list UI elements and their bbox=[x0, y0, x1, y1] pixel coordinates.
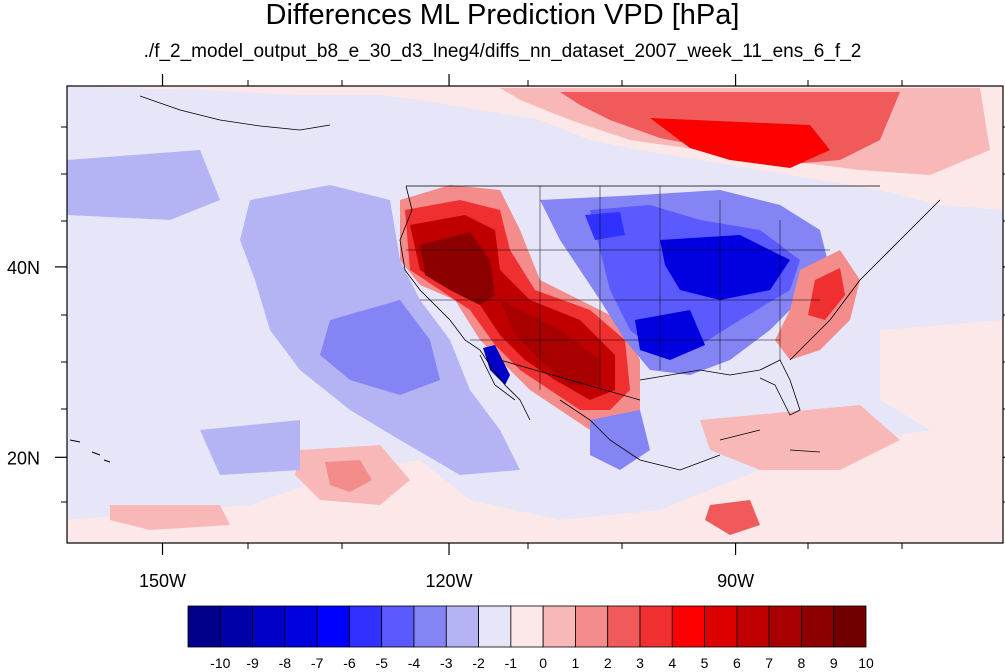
mexico-gulf-coast bbox=[559, 399, 721, 471]
latitude-labels: 40N 20N bbox=[7, 258, 40, 468]
lon-tick-label: 120W bbox=[426, 571, 473, 591]
colorbar-label: 0 bbox=[539, 655, 547, 671]
colorbar-swatch bbox=[316, 605, 350, 648]
colorbar-swatch bbox=[575, 605, 609, 648]
colorbar-swatch bbox=[833, 605, 867, 648]
colorbar-label: -2 bbox=[472, 655, 485, 671]
colorbar-swatch bbox=[704, 605, 738, 648]
map-title: Differences ML Prediction VPD [hPa] bbox=[265, 0, 740, 31]
colorbar-swatch bbox=[219, 605, 253, 648]
east-coast-red-core bbox=[808, 268, 845, 320]
colorbar-label: -1 bbox=[505, 655, 518, 671]
colorbar-swatch bbox=[413, 605, 447, 648]
colorbar-label: 3 bbox=[636, 655, 644, 671]
caribbean-islands bbox=[719, 429, 821, 453]
us-west-coast bbox=[399, 185, 531, 421]
lat-tick-label: 20N bbox=[7, 448, 40, 468]
pacific-mid-red bbox=[325, 460, 372, 492]
central-america-red bbox=[705, 500, 760, 535]
map-subtitle: ./f_2_model_output_b8_e_30_d3_lneg4/diff… bbox=[143, 41, 862, 62]
vpd-difference-field bbox=[67, 86, 1003, 543]
colorbar-label: 2 bbox=[604, 655, 612, 671]
colorbar-swatch bbox=[607, 605, 641, 648]
colorbar-swatch bbox=[478, 605, 512, 648]
colorbar-swatch bbox=[510, 605, 544, 648]
alaska-gulf-blue bbox=[67, 150, 220, 220]
state-lines-vertical bbox=[539, 186, 781, 390]
us-east-coast bbox=[789, 199, 941, 361]
colorbar-swatch bbox=[768, 605, 802, 648]
baja-coast bbox=[479, 354, 516, 401]
south-pale-red bbox=[67, 420, 1003, 543]
colorbar-swatch bbox=[381, 605, 415, 648]
alaska-coast bbox=[139, 95, 331, 131]
caribbean-light-red bbox=[700, 405, 900, 470]
colorbar-label: -10 bbox=[210, 655, 230, 671]
colorbar-label: -4 bbox=[408, 655, 421, 671]
hawaii-islands bbox=[69, 439, 111, 463]
coastlines-and-borders bbox=[69, 95, 941, 471]
colorbar-label: -8 bbox=[279, 655, 292, 671]
colorbar-label: 5 bbox=[701, 655, 709, 671]
southwest-pink bbox=[110, 505, 230, 530]
colorbar-label: 1 bbox=[572, 655, 580, 671]
colorbar-label: -9 bbox=[246, 655, 259, 671]
state-lines-horizontal bbox=[406, 249, 830, 341]
us-mexico-border bbox=[499, 359, 641, 401]
colorbar-swatch bbox=[349, 605, 383, 648]
baja-blue-streak bbox=[483, 345, 510, 385]
colorbar-label: 8 bbox=[798, 655, 806, 671]
colorbar-label: -3 bbox=[440, 655, 453, 671]
lat-tick-label: 40N bbox=[7, 258, 40, 278]
colorbar-label: -7 bbox=[311, 655, 324, 671]
colorbar-labels: -10 -9 -8 -7 -6 -5 -4 -3 -2 -1 0 1 2 3 4 5 6 7 8 9 10 bbox=[210, 655, 874, 671]
dakota-blue bbox=[585, 212, 625, 240]
colorbar-label: -6 bbox=[343, 655, 356, 671]
longitude-labels: 150W 120W 90W bbox=[139, 571, 754, 591]
midwest-strong-blue bbox=[660, 235, 790, 300]
colorbar-label: 10 bbox=[858, 655, 874, 671]
colorbar-swatch bbox=[736, 605, 770, 648]
minor-ticks bbox=[61, 80, 1005, 549]
southwest-us-max-red bbox=[500, 300, 600, 385]
mexico-blue bbox=[590, 410, 650, 470]
lon-tick-label: 150W bbox=[139, 571, 186, 591]
major-ticks bbox=[55, 74, 1005, 555]
colorbar-label: 9 bbox=[830, 655, 838, 671]
colorbar bbox=[187, 605, 867, 648]
pacific-blue-core bbox=[320, 300, 440, 395]
colorbar-swatch bbox=[639, 605, 673, 648]
colorbar-label: -5 bbox=[375, 655, 388, 671]
south-central-strong-blue bbox=[635, 310, 705, 360]
colorbar-swatch bbox=[445, 605, 479, 648]
colorbar-swatch bbox=[542, 605, 576, 648]
colorbar-swatch bbox=[801, 605, 835, 648]
colorbar-label: 4 bbox=[668, 655, 676, 671]
colorbar-swatch bbox=[187, 605, 221, 648]
colorbar-label: 6 bbox=[733, 655, 741, 671]
lon-tick-label: 90W bbox=[717, 571, 754, 591]
colorbar-label: 7 bbox=[765, 655, 773, 671]
colorbar-swatch bbox=[671, 605, 705, 648]
canada-red-core bbox=[650, 118, 830, 168]
colorbar-swatch bbox=[252, 605, 286, 648]
pacific-south-blue bbox=[200, 420, 300, 475]
colorbar-swatch bbox=[284, 605, 318, 648]
atlantic-pale-red bbox=[880, 320, 1003, 430]
